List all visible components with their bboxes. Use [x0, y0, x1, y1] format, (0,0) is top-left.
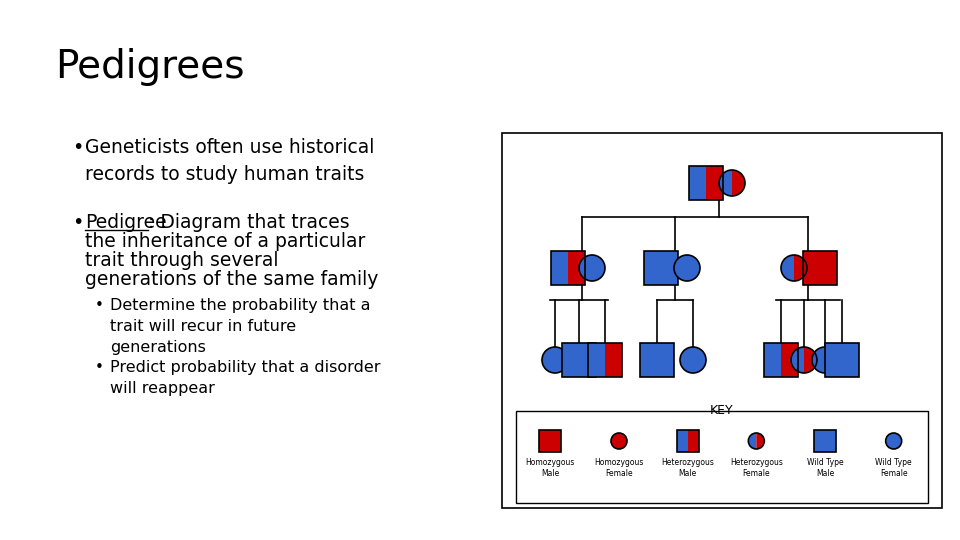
Bar [605, 343, 622, 377]
Bar [781, 343, 798, 377]
Bar [562, 343, 596, 377]
Bar [677, 430, 699, 452]
Bar [689, 166, 723, 200]
Bar [764, 343, 781, 377]
Text: •: • [72, 138, 84, 157]
Text: generations of the same family: generations of the same family [85, 270, 378, 289]
Text: Determine the probability that a
trait will recur in future
generations: Determine the probability that a trait w… [110, 298, 371, 355]
Circle shape [611, 433, 627, 449]
Text: Homozygous
Female: Homozygous Female [594, 458, 644, 478]
Bar [803, 251, 837, 285]
Bar [640, 343, 674, 377]
Wedge shape [794, 255, 807, 281]
Text: : Diagram that traces: : Diagram that traces [148, 213, 349, 232]
Bar [551, 251, 568, 285]
Circle shape [812, 347, 838, 373]
Bar [588, 343, 622, 377]
Text: Pedigrees: Pedigrees [55, 48, 245, 86]
Text: Wild Type
Female: Wild Type Female [876, 458, 912, 478]
Text: Geneticists often use historical
records to study human traits: Geneticists often use historical records… [85, 138, 374, 184]
Text: •: • [95, 360, 104, 375]
Text: Homozygous
Male: Homozygous Male [526, 458, 575, 478]
Bar [516, 411, 928, 503]
Text: KEY: KEY [710, 404, 733, 417]
Wedge shape [719, 170, 732, 196]
Text: Wild Type
Male: Wild Type Male [806, 458, 843, 478]
Bar [540, 430, 562, 452]
Wedge shape [749, 433, 756, 449]
Circle shape [680, 347, 706, 373]
Bar [551, 251, 585, 285]
Bar [588, 343, 605, 377]
Text: trait through several: trait through several [85, 251, 278, 270]
Text: Predict probability that a disorder
will reappear: Predict probability that a disorder will… [110, 360, 380, 396]
Bar [568, 251, 585, 285]
Text: •: • [72, 213, 84, 232]
Bar [677, 430, 687, 452]
Circle shape [886, 433, 901, 449]
Text: •: • [95, 298, 104, 313]
Text: Heterozygous
Male: Heterozygous Male [661, 458, 714, 478]
Bar [764, 343, 798, 377]
Bar [706, 166, 723, 200]
Bar [814, 430, 836, 452]
Wedge shape [781, 255, 794, 281]
Wedge shape [791, 347, 804, 373]
Wedge shape [732, 170, 745, 196]
Bar [644, 251, 678, 285]
Circle shape [674, 255, 700, 281]
Bar [687, 430, 699, 452]
Bar [502, 133, 942, 508]
Wedge shape [804, 347, 817, 373]
Circle shape [542, 347, 568, 373]
Bar [825, 343, 859, 377]
Text: Pedigree: Pedigree [85, 213, 167, 232]
Text: the inheritance of a particular: the inheritance of a particular [85, 232, 366, 251]
Text: Heterozygous
Female: Heterozygous Female [730, 458, 782, 478]
Bar [689, 166, 706, 200]
Circle shape [579, 255, 605, 281]
Wedge shape [756, 433, 764, 449]
